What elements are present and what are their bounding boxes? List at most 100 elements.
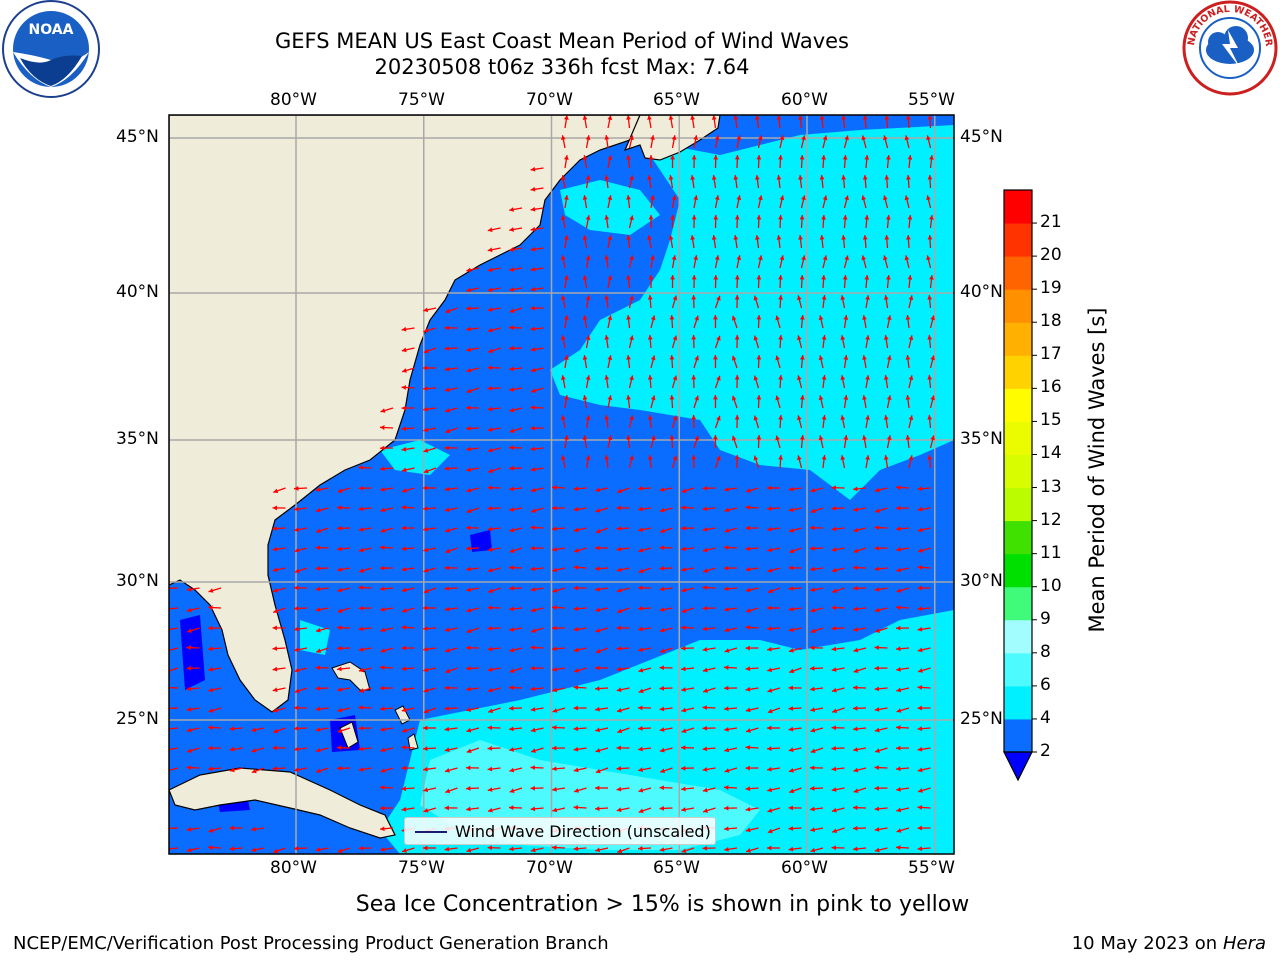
wind-wave-arrow <box>604 455 610 469</box>
wind-wave-arrow <box>508 345 523 351</box>
wind-wave-arrow <box>444 726 458 732</box>
wind-wave-arrow <box>840 415 846 429</box>
wind-wave-arrow <box>582 355 588 369</box>
wind-wave-arrow <box>315 627 329 633</box>
wind-wave-arrow <box>766 746 781 751</box>
wind-wave-arrow <box>401 326 415 332</box>
wind-wave-arrow <box>607 235 613 249</box>
wind-wave-arrow <box>852 705 867 711</box>
wind-wave-arrow <box>778 154 783 169</box>
wind-wave-arrow <box>853 486 867 492</box>
wind-wave-arrow <box>883 375 889 389</box>
wind-wave-arrow <box>691 334 697 349</box>
wind-wave-arrow <box>379 805 394 811</box>
wind-wave-arrow <box>530 405 544 411</box>
wind-wave-arrow <box>595 747 609 753</box>
wind-wave-arrow <box>724 627 738 633</box>
lon-label-bottom-75w: 75°W <box>398 858 445 878</box>
wind-wave-arrow <box>380 407 394 413</box>
wind-wave-arrow <box>509 427 523 433</box>
wind-wave-arrow <box>616 505 630 511</box>
wind-wave-arrow <box>776 235 782 249</box>
wind-wave-arrow <box>594 566 609 571</box>
wind-wave-arrow <box>508 685 523 691</box>
wind-wave-arrow <box>853 767 867 773</box>
wind-wave-arrow <box>691 454 697 469</box>
wind-wave-arrow <box>423 667 437 673</box>
wind-wave-arrow <box>186 645 200 651</box>
wind-wave-arrow <box>917 565 931 570</box>
wind-wave-arrow <box>648 275 654 288</box>
wind-wave-arrow <box>843 195 849 209</box>
wind-wave-arrow <box>883 295 889 309</box>
wind-wave-arrow <box>681 487 695 493</box>
wind-wave-arrow <box>466 686 480 692</box>
wind-wave-arrow <box>509 767 523 773</box>
wind-wave-arrow <box>713 214 719 229</box>
wind-wave-arrow <box>379 785 394 790</box>
wind-wave-arrow <box>379 685 394 691</box>
wind-wave-arrow <box>670 154 675 169</box>
wind-wave-arrow <box>818 315 824 329</box>
wind-wave-arrow <box>401 347 415 353</box>
wind-wave-arrow <box>714 195 720 209</box>
wind-wave-arrow <box>423 587 437 594</box>
wind-wave-arrow <box>842 154 848 169</box>
wind-wave-arrow <box>422 506 437 511</box>
wind-wave-arrow <box>788 826 802 831</box>
wind-wave-arrow <box>561 175 566 189</box>
wind-wave-arrow <box>422 386 437 391</box>
wind-wave-arrow <box>466 707 480 712</box>
wind-wave-arrow <box>487 605 501 611</box>
wind-wave-arrow <box>272 687 286 693</box>
wind-wave-arrow <box>336 625 351 631</box>
wind-wave-arrow <box>272 745 286 751</box>
wind-wave-arrow <box>293 585 308 591</box>
wind-wave-arrow <box>466 507 480 514</box>
wind-wave-arrow <box>723 586 738 592</box>
wind-wave-arrow <box>530 367 544 373</box>
lon-label-bottom-60w: 60°W <box>781 858 828 878</box>
lon-label-bottom-80w: 80°W <box>270 858 317 878</box>
wind-wave-arrow <box>444 565 458 571</box>
wind-wave-arrow <box>487 587 501 594</box>
wind-wave-arrow <box>736 255 742 269</box>
wind-wave-arrow <box>509 387 523 392</box>
wind-wave-arrow <box>917 705 931 711</box>
wind-wave-arrow <box>896 567 910 573</box>
colorbar-band <box>1004 619 1032 654</box>
wind-wave-arrow <box>401 666 415 672</box>
wind-wave-arrow <box>530 765 544 771</box>
wind-wave-arrow <box>401 525 415 531</box>
sea-ice-note: Sea Ice Concentration > 15% is shown in … <box>355 892 970 917</box>
lon-label-top-80w: 80°W <box>270 90 317 110</box>
wind-wave-arrow <box>908 415 914 429</box>
wind-wave-arrow <box>487 485 501 491</box>
wind-wave-arrow <box>595 665 608 671</box>
wind-wave-arrow <box>628 455 634 469</box>
wind-wave-arrow <box>713 314 718 329</box>
wind-wave-arrow <box>585 335 591 349</box>
wind-wave-arrow <box>530 627 544 633</box>
wind-wave-arrow <box>843 135 849 149</box>
wind-wave-arrow <box>788 507 802 513</box>
wind-wave-arrow <box>465 666 480 671</box>
wind-wave-arrow <box>799 354 805 369</box>
wind-wave-arrow <box>775 395 781 409</box>
wind-wave-arrow <box>753 295 760 309</box>
wind-wave-arrow <box>551 505 566 511</box>
wind-wave-arrow <box>444 846 458 852</box>
wind-wave-arrow <box>422 746 437 751</box>
wind-wave-arrow <box>616 766 630 771</box>
wind-wave-arrow <box>561 455 566 469</box>
wind-wave-arrow <box>530 607 544 613</box>
wind-wave-arrow <box>208 827 222 833</box>
wind-wave-arrow <box>487 365 501 371</box>
map-frame <box>168 114 955 855</box>
wind-wave-arrow <box>724 726 738 732</box>
wind-wave-arrow <box>724 486 738 492</box>
lat-label-left-35n: 35°N <box>116 429 159 449</box>
wind-wave-arrow <box>865 295 870 309</box>
colorbar-tick-label: 17 <box>1040 344 1062 365</box>
colorbar-tick-label: 4 <box>1040 707 1051 728</box>
